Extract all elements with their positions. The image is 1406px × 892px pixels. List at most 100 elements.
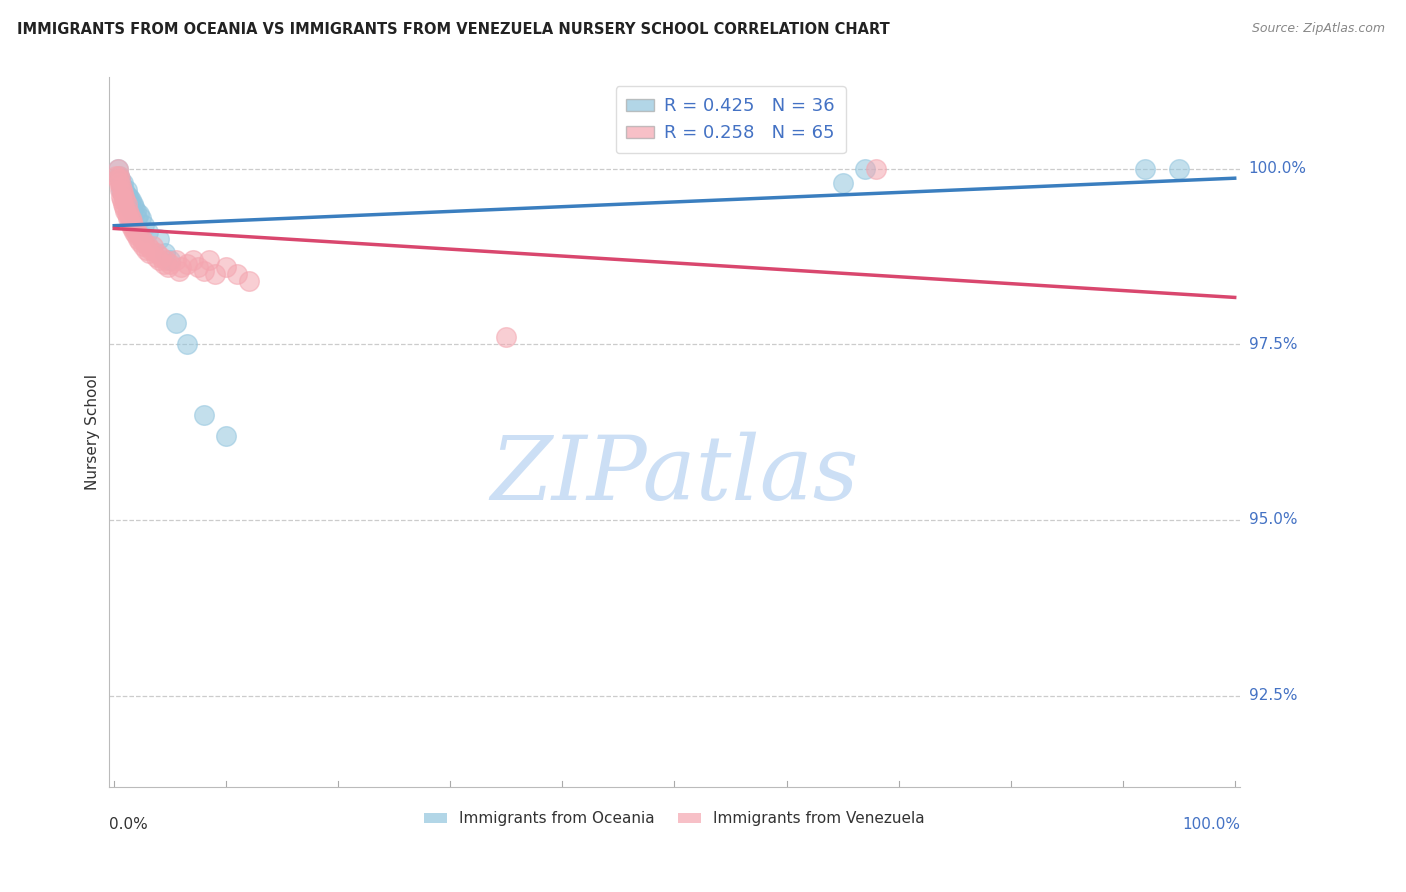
Point bbox=[128, 207, 150, 221]
Point bbox=[124, 203, 146, 218]
Legend: Immigrants from Oceania, Immigrants from Venezuela: Immigrants from Oceania, Immigrants from… bbox=[418, 805, 931, 832]
Point bbox=[107, 169, 129, 183]
Point bbox=[118, 207, 141, 221]
Point bbox=[129, 235, 152, 250]
Point bbox=[110, 176, 132, 190]
Point bbox=[136, 225, 159, 239]
Point bbox=[131, 232, 153, 246]
Point bbox=[193, 408, 215, 422]
Point bbox=[129, 211, 152, 225]
Point bbox=[193, 263, 215, 277]
Point bbox=[112, 176, 135, 190]
Point bbox=[124, 200, 146, 214]
Point bbox=[112, 190, 135, 204]
Point bbox=[117, 190, 139, 204]
Point bbox=[121, 203, 143, 218]
Point bbox=[135, 243, 157, 257]
Point bbox=[495, 330, 517, 344]
Point bbox=[215, 428, 238, 442]
Point bbox=[226, 267, 249, 281]
Point bbox=[108, 183, 131, 197]
Point bbox=[107, 161, 129, 176]
Point bbox=[117, 203, 139, 218]
Point bbox=[145, 250, 167, 264]
Text: ZIPatlas: ZIPatlas bbox=[491, 431, 859, 518]
Point bbox=[114, 194, 136, 208]
Point bbox=[108, 172, 131, 186]
Point bbox=[181, 253, 204, 268]
Point bbox=[121, 221, 143, 235]
Text: 100.0%: 100.0% bbox=[1249, 161, 1306, 177]
Point bbox=[107, 176, 129, 190]
Point bbox=[159, 253, 181, 268]
Point bbox=[107, 161, 129, 176]
Point bbox=[110, 190, 132, 204]
Point bbox=[112, 186, 135, 201]
Point bbox=[125, 225, 148, 239]
Point bbox=[107, 169, 129, 183]
Point bbox=[108, 172, 131, 186]
Point bbox=[118, 214, 141, 228]
Point bbox=[122, 197, 145, 211]
Point bbox=[132, 239, 155, 253]
Point bbox=[176, 337, 198, 351]
Text: 0.0%: 0.0% bbox=[108, 817, 148, 832]
Point bbox=[111, 194, 134, 208]
Point bbox=[115, 183, 138, 197]
Point bbox=[138, 246, 160, 260]
Point bbox=[118, 190, 141, 204]
Point bbox=[125, 211, 148, 225]
Point bbox=[120, 218, 142, 232]
Point bbox=[124, 225, 146, 239]
Point bbox=[157, 260, 180, 274]
Text: 100.0%: 100.0% bbox=[1182, 817, 1240, 832]
Point bbox=[159, 256, 181, 270]
Point bbox=[865, 161, 887, 176]
Point bbox=[134, 218, 156, 232]
Point bbox=[170, 260, 193, 274]
Point bbox=[1133, 161, 1156, 176]
Point bbox=[115, 197, 138, 211]
Y-axis label: Nursery School: Nursery School bbox=[86, 374, 100, 490]
Point bbox=[146, 246, 169, 260]
Point bbox=[134, 235, 156, 250]
Point bbox=[114, 203, 136, 218]
Point bbox=[1167, 161, 1189, 176]
Point bbox=[118, 197, 141, 211]
Point bbox=[120, 194, 142, 208]
Text: IMMIGRANTS FROM OCEANIA VS IMMIGRANTS FROM VENEZUELA NURSERY SCHOOL CORRELATION : IMMIGRANTS FROM OCEANIA VS IMMIGRANTS FR… bbox=[17, 22, 890, 37]
Text: 97.5%: 97.5% bbox=[1249, 337, 1298, 351]
Point bbox=[136, 239, 159, 253]
Point bbox=[176, 256, 198, 270]
Point bbox=[238, 274, 260, 288]
Point bbox=[111, 179, 134, 194]
Point bbox=[114, 186, 136, 201]
Point bbox=[167, 263, 190, 277]
Point bbox=[215, 260, 238, 274]
Point bbox=[112, 197, 135, 211]
Point bbox=[111, 183, 134, 197]
Point bbox=[112, 200, 135, 214]
Point bbox=[117, 197, 139, 211]
Point bbox=[117, 211, 139, 225]
Point bbox=[148, 253, 170, 268]
Point bbox=[155, 253, 177, 268]
Point bbox=[148, 232, 170, 246]
Point bbox=[128, 228, 150, 243]
Point bbox=[122, 218, 145, 232]
Point bbox=[124, 228, 146, 243]
Point bbox=[107, 172, 129, 186]
Point bbox=[112, 190, 135, 204]
Point bbox=[112, 183, 135, 197]
Point bbox=[198, 253, 221, 268]
Text: 95.0%: 95.0% bbox=[1249, 512, 1298, 527]
Point bbox=[153, 246, 176, 260]
Point bbox=[110, 179, 132, 194]
Point bbox=[127, 232, 149, 246]
Text: Source: ZipAtlas.com: Source: ZipAtlas.com bbox=[1251, 22, 1385, 36]
Point bbox=[142, 239, 165, 253]
Point bbox=[152, 256, 174, 270]
Point bbox=[121, 214, 143, 228]
Point bbox=[115, 207, 138, 221]
Point bbox=[150, 250, 173, 264]
